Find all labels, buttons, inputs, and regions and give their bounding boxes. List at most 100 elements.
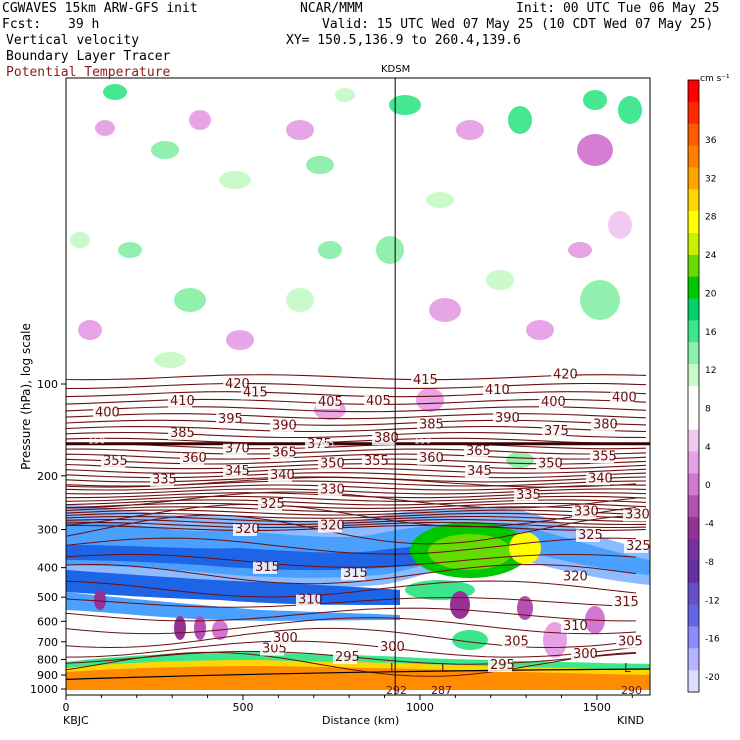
theta-label-bg — [270, 420, 294, 433]
theta-label-bg — [216, 413, 240, 426]
colorbar-swatch — [688, 495, 699, 518]
theta-label-bg — [590, 451, 614, 464]
colorbar-swatch — [688, 670, 699, 693]
theta-contour-line — [66, 491, 637, 509]
surface-theta-value: 290 — [621, 684, 642, 697]
surface-theta-value: 292 — [386, 684, 407, 697]
colorbar-label: 4 — [705, 443, 711, 453]
theta-label: 420 — [553, 368, 578, 383]
terrain-line — [66, 668, 650, 680]
cross-section-endpoints: XY= 150.5,136.9 to 260.4,139.6 — [286, 33, 521, 48]
theta-label: 330 — [320, 483, 345, 498]
colorbar-unit: cm s⁻¹ — [700, 74, 730, 84]
field-vertical-velocity: Vertical velocity — [6, 33, 140, 48]
theta-label: 325 — [626, 539, 651, 554]
theta-contour-line — [66, 472, 647, 479]
theta-label: 360 — [419, 451, 444, 466]
colorbar-swatch — [688, 101, 699, 125]
theta-label-bg — [536, 458, 560, 471]
theta-label-bg — [233, 524, 257, 537]
theta-label-bg — [576, 529, 600, 542]
theta-label: 365 — [272, 446, 297, 461]
theta-label: 405 — [318, 395, 343, 410]
theta-label: 295 — [490, 658, 515, 673]
theta-contour-line — [66, 509, 647, 516]
theta-label-bg — [616, 636, 640, 649]
colorbar-frame — [687, 79, 700, 693]
station-right-label: KIND — [617, 714, 645, 727]
colorbar-swatch — [688, 560, 699, 584]
theta-label: 340 — [270, 468, 295, 483]
tropopause-label: 150 — [414, 437, 431, 447]
theta-contour-line — [66, 651, 637, 677]
theta-label-bg — [168, 427, 192, 440]
theta-label-bg — [316, 396, 340, 409]
theta-label: 345 — [467, 464, 492, 479]
theta-label-bg — [270, 447, 294, 460]
y-tick-label: 400 — [37, 562, 58, 575]
theta-label-bg — [333, 652, 357, 665]
theta-label-bg — [514, 489, 538, 502]
station-left-label: KBJC — [63, 714, 89, 727]
theta-contour-line — [66, 413, 647, 420]
theta-label: 410 — [170, 394, 195, 409]
forecast-hour: 39 h — [68, 17, 100, 32]
theta-label: 315 — [614, 595, 639, 610]
colorbar-swatch — [688, 211, 699, 234]
x-tick-label: 1500 — [583, 701, 611, 714]
theta-label: 355 — [592, 449, 617, 464]
theta-label: 305 — [262, 642, 287, 657]
theta-label-bg — [572, 506, 596, 519]
theta-contour-line — [66, 537, 637, 555]
theta-label-bg — [241, 387, 265, 400]
theta-contour-line — [66, 492, 647, 499]
theta-label: 315 — [343, 566, 368, 581]
theta-contour-line — [66, 503, 637, 528]
theta-label-bg — [464, 446, 488, 459]
theta-label-bg — [465, 466, 489, 479]
theta-label-bg — [93, 407, 117, 420]
theta-label: 330 — [625, 507, 650, 522]
theta-label-bg — [612, 597, 636, 610]
x-tick-label: 500 — [232, 701, 253, 714]
theta-contour-line — [66, 467, 647, 474]
theta-label: 390 — [272, 419, 297, 434]
colorbar-label: 24 — [705, 251, 717, 261]
theta-label: 335 — [152, 473, 177, 488]
theta-label-bg — [180, 452, 204, 465]
theta-label: 345 — [225, 464, 250, 479]
theta-label-bg — [305, 438, 329, 451]
theta-label: 415 — [413, 373, 438, 388]
theta-label: 400 — [541, 395, 566, 410]
colorbar-swatch — [688, 233, 699, 256]
theta-label-bg — [364, 395, 388, 408]
theta-label: 325 — [260, 497, 285, 512]
theta-label-bg — [223, 466, 247, 479]
theta-contour-line — [66, 515, 647, 523]
y-axis-label: Pressure (hPa), log scale — [19, 323, 33, 470]
theta-label-bg — [551, 369, 575, 382]
theta-label-bg — [168, 395, 192, 408]
theta-contour-line — [66, 553, 637, 568]
theta-label-bg — [296, 594, 320, 607]
theta-label: 370 — [225, 442, 250, 457]
colorbar-label: 28 — [705, 213, 717, 223]
theta-label-bg — [260, 643, 284, 656]
colorbar-swatch — [688, 626, 699, 649]
theta-label-bg — [253, 561, 277, 574]
colorbar-label: -16 — [705, 635, 720, 645]
x-tick-label: 1000 — [406, 701, 434, 714]
theta-label: 330 — [574, 505, 599, 520]
theta-label: 355 — [103, 454, 128, 469]
theta-contour-line — [66, 480, 647, 487]
colorbar-swatch — [688, 648, 699, 671]
theta-label-bg — [591, 419, 615, 432]
colorbar-swatch — [688, 145, 699, 168]
theta-label: 360 — [182, 451, 207, 466]
theta-label: 380 — [593, 418, 618, 433]
theta-label: 315 — [255, 560, 280, 575]
theta-label-bg — [362, 455, 386, 468]
theta-contour-line — [66, 374, 647, 381]
low-marker: L — [441, 661, 448, 675]
colorbar-swatch — [688, 539, 699, 562]
